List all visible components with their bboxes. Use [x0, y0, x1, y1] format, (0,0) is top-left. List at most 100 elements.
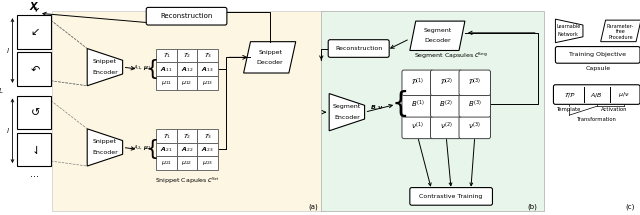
Polygon shape	[244, 42, 296, 73]
FancyBboxPatch shape	[146, 7, 227, 25]
Text: $\boldsymbol{B}, \boldsymbol{\nu}$: $\boldsymbol{B}, \boldsymbol{\nu}$	[371, 104, 385, 111]
FancyBboxPatch shape	[156, 49, 177, 62]
FancyBboxPatch shape	[328, 40, 389, 57]
Text: $A/B$: $A/B$	[591, 91, 603, 98]
FancyBboxPatch shape	[197, 156, 218, 170]
Text: $\boldsymbol{A}_{23}$: $\boldsymbol{A}_{23}$	[202, 145, 214, 154]
Text: $\boldsymbol{X}$: $\boldsymbol{X}$	[29, 0, 39, 12]
Text: $\mathcal{P}^{(2)}$: $\mathcal{P}^{(2)}$	[440, 77, 453, 88]
FancyBboxPatch shape	[459, 113, 490, 139]
FancyBboxPatch shape	[156, 129, 177, 143]
FancyBboxPatch shape	[410, 187, 492, 205]
Text: Snippet: Snippet	[258, 50, 282, 55]
Text: $\nu^{(2)}$: $\nu^{(2)}$	[440, 120, 452, 132]
FancyBboxPatch shape	[197, 143, 218, 156]
FancyBboxPatch shape	[554, 85, 640, 104]
Text: Encoder: Encoder	[92, 69, 118, 75]
FancyBboxPatch shape	[321, 11, 543, 211]
FancyBboxPatch shape	[431, 70, 462, 95]
FancyBboxPatch shape	[459, 70, 490, 95]
FancyBboxPatch shape	[402, 113, 433, 139]
Text: free: free	[616, 29, 625, 34]
Text: $\mathcal{T}_1$: $\mathcal{T}_1$	[163, 51, 170, 60]
Text: $\nu^{(3)}$: $\nu^{(3)}$	[468, 120, 481, 132]
Text: Transformation: Transformation	[577, 117, 617, 121]
Text: Segment: Segment	[423, 28, 451, 33]
Text: Procedure: Procedure	[608, 35, 633, 40]
Polygon shape	[87, 129, 123, 166]
Text: $\mu_{21}$: $\mu_{21}$	[161, 159, 172, 167]
Text: $\mathcal{T}_2$: $\mathcal{T}_2$	[183, 51, 191, 60]
Polygon shape	[87, 49, 123, 86]
FancyBboxPatch shape	[402, 92, 433, 117]
Text: $\mathcal{T}_3$: $\mathcal{T}_3$	[204, 51, 211, 60]
Text: {: {	[391, 90, 409, 118]
Text: Decoder: Decoder	[424, 38, 451, 43]
Text: $l$: $l$	[6, 46, 10, 55]
Text: Network: Network	[558, 32, 579, 37]
Text: ...: ...	[29, 169, 38, 179]
Text: Contrastive Training: Contrastive Training	[419, 194, 483, 199]
Text: $B^{(1)}$: $B^{(1)}$	[411, 99, 424, 110]
FancyBboxPatch shape	[197, 76, 218, 90]
FancyBboxPatch shape	[177, 62, 197, 76]
Text: $\downharpoonleft$: $\downharpoonleft$	[29, 143, 39, 156]
Polygon shape	[410, 21, 465, 51]
Text: $\swarrow$: $\swarrow$	[28, 26, 40, 37]
Text: $l$: $l$	[6, 126, 10, 135]
Text: Learnable: Learnable	[556, 25, 580, 29]
FancyBboxPatch shape	[17, 15, 51, 49]
Text: $\circlearrowleft$: $\circlearrowleft$	[28, 107, 40, 117]
Text: Encoder: Encoder	[334, 115, 360, 120]
Text: $\mathcal{P}^{(1)}$: $\mathcal{P}^{(1)}$	[411, 77, 424, 88]
FancyBboxPatch shape	[431, 113, 462, 139]
Text: $B^{(3)}$: $B^{(3)}$	[468, 99, 482, 110]
Text: $A_2,\,\boldsymbol{\mu}_2$: $A_2,\,\boldsymbol{\mu}_2$	[133, 143, 152, 152]
Text: $\boldsymbol{A}_{21}$: $\boldsymbol{A}_{21}$	[160, 145, 173, 154]
FancyBboxPatch shape	[197, 49, 218, 62]
Text: Snippet: Snippet	[93, 59, 117, 64]
Polygon shape	[329, 94, 365, 131]
Text: $L$: $L$	[0, 86, 3, 95]
FancyBboxPatch shape	[177, 49, 197, 62]
Text: $\boldsymbol{A}_{11}$: $\boldsymbol{A}_{11}$	[160, 65, 173, 74]
Text: Capsule: Capsule	[585, 66, 611, 71]
FancyBboxPatch shape	[402, 70, 433, 95]
Text: Snippet: Snippet	[93, 139, 117, 144]
Text: $\mathcal{T}_2$: $\mathcal{T}_2$	[183, 131, 191, 141]
Text: (a): (a)	[308, 204, 318, 210]
Text: $\curvearrowleft$: $\curvearrowleft$	[28, 64, 41, 74]
Text: Encoder: Encoder	[92, 150, 118, 155]
FancyBboxPatch shape	[17, 95, 51, 129]
Text: Reconstruction: Reconstruction	[335, 46, 382, 51]
Text: $\boldsymbol{A}_{22}$: $\boldsymbol{A}_{22}$	[181, 145, 193, 154]
Polygon shape	[601, 20, 640, 42]
Text: $\boldsymbol{A}_{13}$: $\boldsymbol{A}_{13}$	[202, 65, 214, 74]
Text: $\mathcal{T}_1$: $\mathcal{T}_1$	[163, 131, 170, 141]
Text: $\mathcal{P}^{(3)}$: $\mathcal{P}^{(3)}$	[468, 77, 481, 88]
Text: (b): (b)	[528, 204, 538, 210]
Text: $B^{(2)}$: $B^{(2)}$	[439, 99, 453, 110]
Text: $\mathcal{T}_3$: $\mathcal{T}_3$	[204, 131, 211, 141]
Text: Snippet Capules $\mathcal{C}^{\mathrm{Sni}}$: Snippet Capules $\mathcal{C}^{\mathrm{Sn…	[155, 176, 220, 186]
FancyBboxPatch shape	[431, 92, 462, 117]
FancyBboxPatch shape	[177, 143, 197, 156]
FancyBboxPatch shape	[156, 76, 177, 90]
FancyBboxPatch shape	[197, 62, 218, 76]
Text: Segment: Segment	[333, 104, 361, 109]
Text: Template: Template	[557, 107, 582, 112]
FancyBboxPatch shape	[17, 52, 51, 86]
Text: Segment Capsules $\mathcal{C}^{\mathrm{Seg}}$: Segment Capsules $\mathcal{C}^{\mathrm{S…	[414, 50, 488, 61]
Text: Parameter-: Parameter-	[607, 24, 634, 29]
FancyBboxPatch shape	[156, 156, 177, 170]
FancyBboxPatch shape	[52, 11, 325, 211]
Text: Training Objective: Training Objective	[569, 52, 626, 57]
Polygon shape	[556, 19, 583, 43]
Text: $\mu_{13}$: $\mu_{13}$	[202, 79, 213, 87]
Text: $\mu_{11}$: $\mu_{11}$	[161, 79, 172, 87]
Text: $\nu^{(1)}$: $\nu^{(1)}$	[412, 120, 424, 132]
Text: $\mu_{22}$: $\mu_{22}$	[182, 159, 193, 167]
Text: $\mathcal{T}/\mathcal{P}$: $\mathcal{T}/\mathcal{P}$	[564, 90, 575, 99]
Text: $\mu_{23}$: $\mu_{23}$	[202, 159, 213, 167]
FancyBboxPatch shape	[156, 62, 177, 76]
